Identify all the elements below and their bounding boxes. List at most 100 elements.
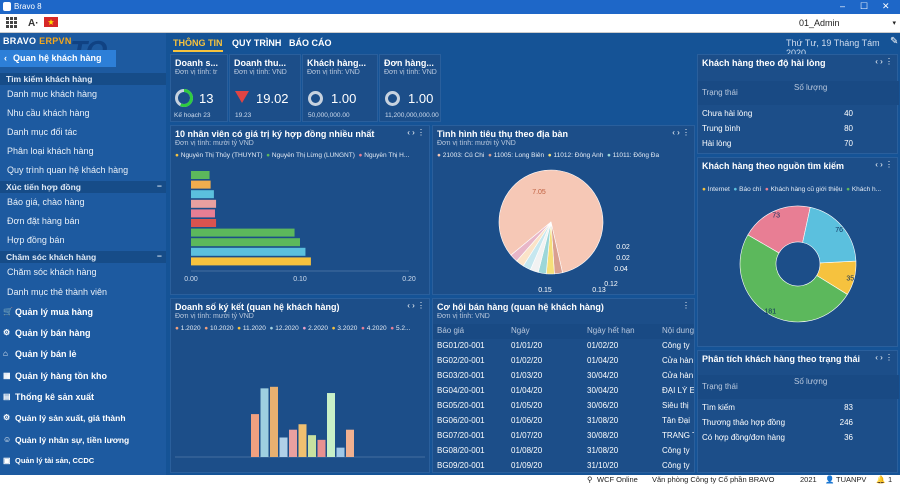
column-header[interactable]: Ngày: [511, 326, 530, 335]
panel-nav[interactable]: ‹ › ⋮: [672, 128, 690, 137]
more-icon[interactable]: ⋮: [417, 128, 425, 137]
kpi-card-customers[interactable]: Khách hàng... Đơn vị tính: VND 1.00 50,0…: [302, 54, 378, 122]
panel-nav[interactable]: ‹ › ⋮: [407, 128, 425, 137]
bar[interactable]: [191, 228, 295, 237]
table-row[interactable]: BG01/20-001 01/01/20 01/02/20 Công ty: [433, 339, 694, 354]
nav-arrows-icon[interactable]: ‹ ›: [875, 160, 883, 169]
sidebar-item-member-card[interactable]: Danh mục thẻ thành viên: [7, 287, 108, 297]
column-bar[interactable]: [346, 429, 354, 457]
sidebar-item-crm-process[interactable]: Quy trình quan hệ khách hàng: [7, 165, 129, 175]
active-module-button[interactable]: ‹ Quan hệ khách hàng: [0, 50, 116, 67]
bar[interactable]: [191, 257, 311, 266]
user-selector[interactable]: 01_Admin ▾: [795, 16, 900, 31]
module-retail[interactable]: ⌂ Quản lý bán lẻ: [0, 345, 166, 363]
flag-icon[interactable]: [44, 17, 58, 30]
panel-nav[interactable]: ‹ › ⋮: [875, 57, 893, 66]
column-header[interactable]: Trạng thái: [702, 382, 738, 391]
table-row[interactable]: BG06/20-001 01/06/20 31/08/20 Tân Đại: [433, 414, 694, 429]
column-header[interactable]: Ngày hết hạn: [587, 326, 635, 335]
table-row[interactable]: Trung bình 80: [698, 122, 899, 137]
group-header-contract[interactable]: Xúc tiến hợp đồng −: [0, 181, 166, 193]
nav-arrows-icon[interactable]: ‹ ›: [875, 353, 883, 362]
column-bar[interactable]: [270, 386, 278, 457]
bell-icon[interactable]: 🔔: [876, 475, 886, 484]
column-bar[interactable]: [336, 447, 345, 457]
maximize-button[interactable]: ☐: [860, 1, 869, 11]
nav-arrows-icon[interactable]: ‹ ›: [407, 301, 415, 310]
nav-arrows-icon[interactable]: ‹ ›: [672, 128, 680, 137]
more-icon[interactable]: ⋮: [682, 128, 690, 137]
bar[interactable]: [191, 247, 306, 256]
more-icon[interactable]: ⋮: [682, 301, 690, 310]
column-bar[interactable]: [298, 424, 307, 457]
table-row[interactable]: BG09/20-001 01/09/20 31/10/20 Công ty: [433, 459, 694, 472]
sidebar-item-sales-order[interactable]: Đơn đặt hàng bán: [7, 216, 80, 226]
pie-slice[interactable]: [510, 221, 552, 262]
panel-nav[interactable]: ‹ › ⋮: [875, 353, 893, 362]
column-header[interactable]: Số lượng: [794, 83, 828, 92]
kpi-card-orders[interactable]: Đơn hàng... Đơn vị tính: VND 1.00 11,200…: [379, 54, 441, 122]
donut-slice[interactable]: [802, 206, 857, 264]
pin-icon[interactable]: ✎: [890, 36, 899, 47]
more-icon[interactable]: ⋮: [885, 353, 893, 362]
panel-nav[interactable]: ⋮: [682, 301, 690, 310]
sidebar-item-customer-care[interactable]: Chăm sóc khách hàng: [7, 267, 97, 277]
sidebar-item-quotation[interactable]: Báo giá, chào hàng: [7, 197, 85, 207]
pie-slice[interactable]: [498, 169, 604, 274]
module-assets[interactable]: ▣ Quản lý tài sản, CCDC: [0, 452, 166, 470]
module-sales[interactable]: ⚙ Quản lý bán hàng: [0, 324, 166, 342]
nav-arrows-icon[interactable]: ‹ ›: [875, 57, 883, 66]
more-icon[interactable]: ⋮: [885, 57, 893, 66]
module-hr-payroll[interactable]: ☺ Quản lý nhân sự, tiền lương: [0, 431, 166, 449]
column-header[interactable]: Số lượng: [794, 377, 828, 386]
sidebar-item-customer-list[interactable]: Danh mục khách hàng: [7, 89, 98, 99]
bar[interactable]: [191, 190, 214, 199]
table-row[interactable]: BG02/20-001 01/02/20 01/04/20 Cửa hàn: [433, 354, 694, 369]
column-bar[interactable]: [317, 439, 326, 457]
sidebar-item-partner-list[interactable]: Danh mục đối tác: [7, 127, 78, 137]
tab-info[interactable]: THÔNG TIN: [173, 38, 223, 52]
column-bar[interactable]: [279, 437, 288, 458]
grid-icon[interactable]: [6, 17, 17, 30]
module-production-stats[interactable]: ▤ Thống kê sản xuất: [0, 388, 166, 406]
module-production-cost[interactable]: ⚙ Quản lý sản xuất, giá thành: [0, 409, 166, 427]
panel-nav[interactable]: ‹ › ⋮: [875, 160, 893, 169]
bar[interactable]: [191, 219, 217, 227]
nav-arrows-icon[interactable]: ‹ ›: [407, 128, 415, 137]
collapse-icon[interactable]: −: [157, 181, 162, 191]
table-row[interactable]: BG03/20-001 01/03/20 30/04/20 Cửa hàn: [433, 369, 694, 384]
group-header-care[interactable]: Chăm sóc khách hàng −: [0, 251, 166, 263]
column-bar[interactable]: [260, 388, 269, 457]
sidebar-item-sales-contract[interactable]: Hợp đồng bán: [7, 235, 65, 245]
donut-slice[interactable]: [739, 234, 848, 323]
table-row[interactable]: Tìm kiếm 83: [698, 401, 899, 416]
collapse-icon[interactable]: −: [157, 251, 162, 261]
kpi-card-revenue[interactable]: Doanh thu... Đơn vị tính: VND 19.02 19.2…: [229, 54, 301, 122]
table-row[interactable]: BG04/20-001 01/04/20 30/04/20 ĐẠI LÝ E: [433, 384, 694, 399]
group-header-search[interactable]: Tìm kiếm khách hàng: [0, 73, 166, 85]
column-bar[interactable]: [251, 414, 259, 457]
bar[interactable]: [191, 199, 217, 208]
table-row[interactable]: BG05/20-001 01/05/20 30/06/20 Siêu thị: [433, 399, 694, 414]
table-row[interactable]: Có hợp đồng/đơn hàng 36: [698, 431, 899, 446]
table-row[interactable]: BG07/20-001 01/07/20 30/08/20 TRANG T: [433, 429, 694, 444]
column-header[interactable]: Trạng thái: [702, 88, 738, 97]
panel-nav[interactable]: ‹ › ⋮: [407, 301, 425, 310]
module-purchasing[interactable]: 🛒 Quản lý mua hàng: [0, 303, 166, 321]
bar[interactable]: [191, 209, 215, 218]
tab-process[interactable]: QUY TRÌNH: [232, 38, 282, 48]
sidebar-item-customer-needs[interactable]: Nhu cầu khách hàng: [7, 108, 90, 118]
bar[interactable]: [191, 238, 300, 247]
more-icon[interactable]: ⋮: [885, 160, 893, 169]
column-bar[interactable]: [308, 435, 316, 457]
sidebar-item-customer-class[interactable]: Phân loại khách hàng: [7, 146, 94, 156]
table-row[interactable]: BG08/20-001 01/08/20 31/08/20 Công ty: [433, 444, 694, 459]
table-row[interactable]: Hài lòng 70: [698, 137, 899, 152]
minimize-button[interactable]: –: [840, 1, 846, 11]
column-header[interactable]: Nội dung: [662, 326, 695, 335]
table-row[interactable]: Thương thảo hợp đồng 246: [698, 416, 899, 431]
table-row[interactable]: Chưa hài lòng 40: [698, 107, 899, 122]
more-icon[interactable]: ⋮: [417, 301, 425, 310]
column-bar[interactable]: [289, 429, 297, 457]
column-header[interactable]: Báo giá: [437, 326, 465, 335]
